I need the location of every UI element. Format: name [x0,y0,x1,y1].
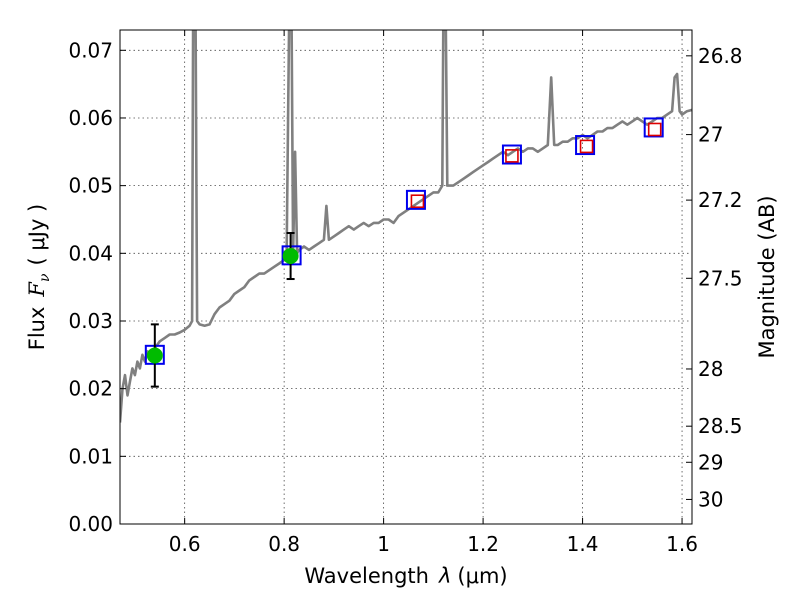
y2-tick-label: 27 [698,123,723,147]
x-tick-label: 1.6 [666,532,698,556]
y2-tick-label: 28.5 [698,414,743,438]
plot-frame [119,29,693,525]
observed-photometry-square [647,122,662,137]
x-tick-label: 0.8 [268,532,300,556]
y-tick-label: 0.06 [68,106,113,130]
x-tick-label: 1 [377,532,390,556]
y2-tick-label: 30 [698,487,723,511]
y2-tick-label: 28 [698,357,723,381]
y-tick-label: 0.05 [68,174,113,198]
observed-photometry-square [410,194,425,209]
y-axis-label: FluxFν( μJy ) [25,204,53,350]
grid [120,30,692,524]
x-tick-label: 1.2 [467,532,499,556]
y2-axis-label: Magnitude (AB) [755,195,779,358]
y2-tick-label: 27.5 [698,266,743,290]
detected-photometry-point [282,248,299,265]
model-photometry-square [405,189,426,210]
y-tick-label: 0.02 [68,377,113,401]
x-tick-label: 1.4 [567,532,599,556]
model-photometry-square [575,135,596,156]
observed-photometry-square [505,149,519,163]
model-photometry-square [501,144,522,165]
x-tick-label: 0.6 [169,532,201,556]
y2-tick-label: 27.2 [698,188,743,212]
observed-photometry-square [579,139,594,154]
x-axis: 0.6 0.8 1 1.2 1.4 1.6 [169,30,698,556]
model-photometry-square [643,117,664,138]
y-tick-label: 0.00 [68,512,113,536]
y2-tick-label: 29 [698,450,723,474]
y-tick-label: 0.04 [68,241,113,265]
y-tick-label: 0.01 [68,444,113,468]
y-axis: 0.00 0.01 0.02 0.03 0.04 0.05 0.06 0.07 [68,38,126,536]
detected-photometry-point [146,347,163,364]
x-axis-label: Wavelength λ (μm) [304,564,507,588]
plot-area [120,30,692,423]
y2-axis: 26.8 27 27.2 27.5 28 28.5 29 30 [686,44,743,511]
y-tick-label: 0.03 [68,309,113,333]
y-tick-label: 0.07 [68,38,113,62]
y2-tick-label: 26.8 [698,44,743,68]
spectrum-line [120,30,692,423]
markers [144,117,664,388]
